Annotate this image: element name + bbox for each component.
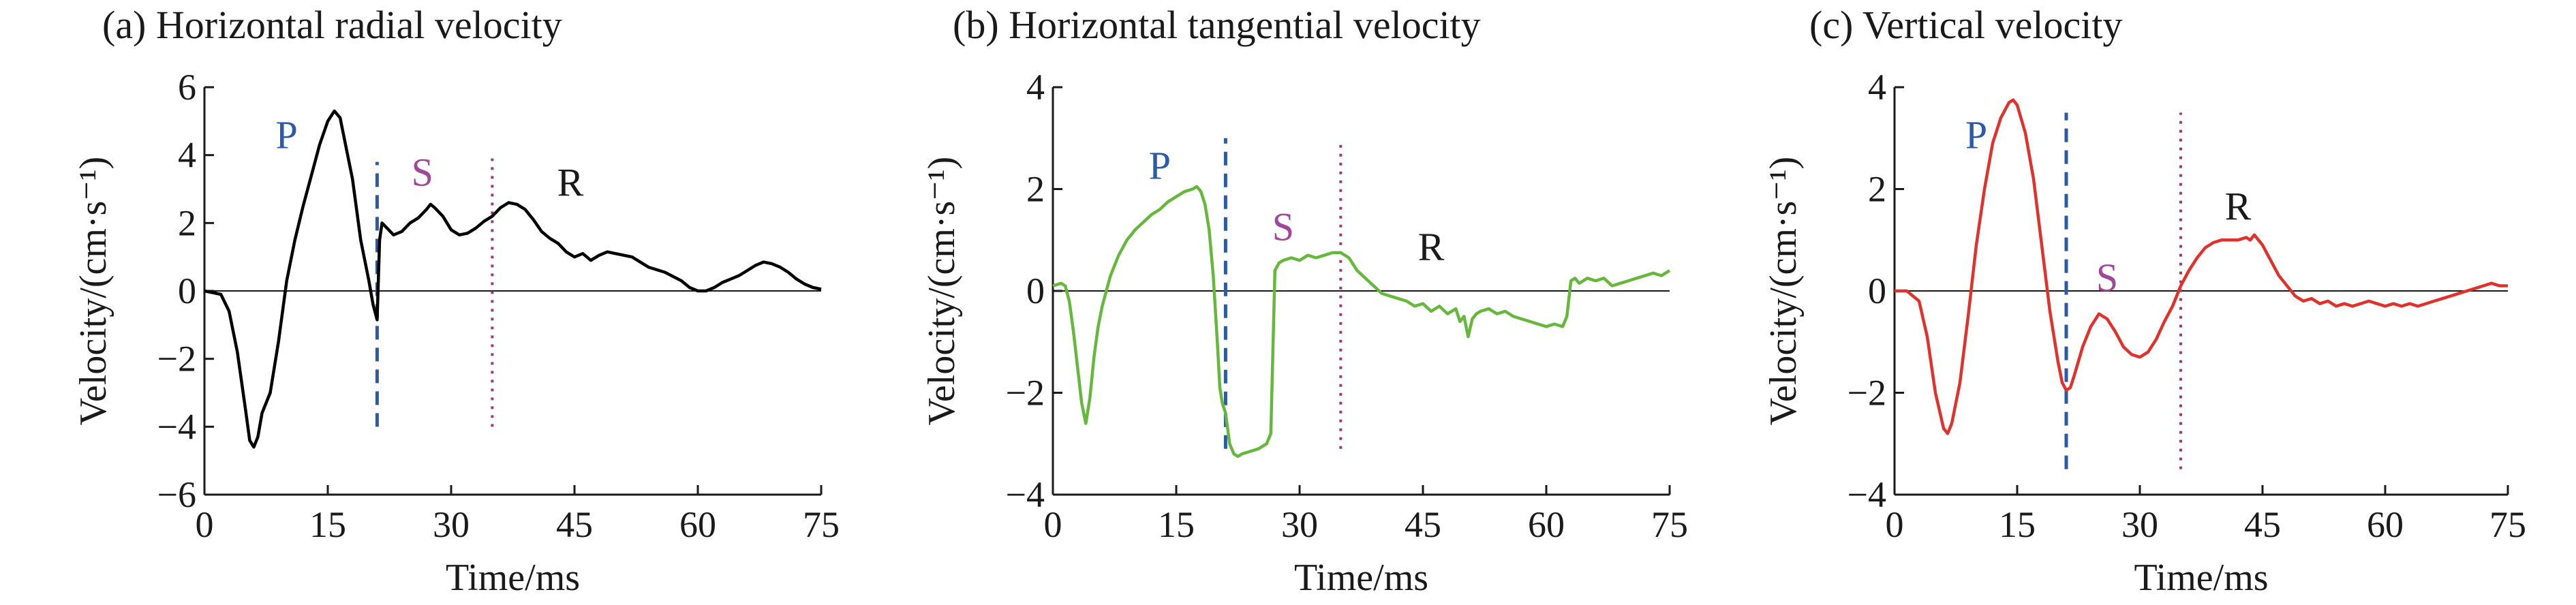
y-tick-label: 2 — [1026, 169, 1045, 210]
y-tick-label: 6 — [178, 67, 196, 108]
wave-label-s: S — [1272, 204, 1294, 249]
x-tick-label: 45 — [556, 504, 593, 545]
x-axis-label: Time/ms — [2134, 557, 2268, 599]
chart-panel-2: (b) Horizontal tangential velocity −4 −2 0 2… — [921, 3, 1688, 599]
y-tick-label: −4 — [157, 406, 196, 447]
x-tick-label: 30 — [433, 504, 470, 545]
y-tick-label: −2 — [1006, 373, 1045, 414]
wave-label-r: R — [2225, 184, 2252, 228]
chart-panel-1: (a) Horizontal radial velocity −6 −4 −2 0 2 4 6… — [72, 3, 840, 599]
y-tick-label: −2 — [1847, 373, 1886, 414]
x-tick-label: 75 — [2489, 504, 2526, 545]
y-axis-label: Velocity/(cm·s⁻¹) — [1762, 157, 1805, 426]
y-tick-label: 2 — [178, 202, 196, 243]
y-axis-label: Velocity/(cm·s⁻¹) — [72, 157, 114, 426]
velocity-series-line — [1895, 98, 2508, 435]
y-tick-label: −2 — [157, 339, 196, 379]
x-tick-label: 45 — [2244, 504, 2281, 545]
chart-title: (c) Vertical velocity — [1809, 3, 2123, 47]
x-tick-label: 0 — [1886, 504, 1904, 545]
wave-label-s: S — [412, 151, 433, 195]
x-tick-label: 15 — [1158, 504, 1195, 545]
x-tick-label: 30 — [1281, 504, 1318, 545]
x-tick-label: 75 — [1651, 504, 1688, 545]
velocity-series-line — [1052, 185, 1671, 459]
chart-title: (b) Horizontal tangential velocity — [953, 3, 1481, 47]
x-tick-label: 0 — [1044, 504, 1062, 545]
x-tick-label: 60 — [2367, 504, 2404, 545]
x-tick-label: 0 — [196, 504, 214, 545]
chart-panel-3: (c) Vertical velocity −4 −2 0 2 4 0 15 30 45 60 75 T… — [1762, 3, 2526, 599]
y-tick-label: 4 — [1868, 67, 1886, 108]
x-tick-label: 15 — [1999, 504, 2036, 545]
wave-label-p: P — [1965, 113, 1987, 157]
y-tick-label: 0 — [178, 270, 196, 311]
x-tick-label: 15 — [309, 504, 346, 545]
x-tick-label: 75 — [803, 504, 840, 545]
wave-label-p: P — [1149, 144, 1171, 188]
x-tick-label: 60 — [679, 504, 716, 545]
chart-title: (a) Horizontal radial velocity — [102, 3, 562, 47]
y-axis-label: Velocity/(cm·s⁻¹) — [921, 157, 963, 426]
velocity-series-line — [204, 109, 822, 449]
y-tick-label: 4 — [178, 135, 196, 176]
wave-label-r: R — [1418, 225, 1445, 269]
y-tick-label: 2 — [1868, 169, 1886, 210]
y-tick-label: −6 — [157, 474, 196, 515]
x-tick-label: 45 — [1405, 504, 1441, 545]
wave-label-s: S — [2096, 255, 2118, 300]
y-tick-label: −4 — [1006, 474, 1045, 515]
y-tick-label: 0 — [1026, 270, 1045, 311]
x-axis-label: Time/ms — [446, 557, 580, 599]
y-tick-label: 0 — [1868, 270, 1886, 311]
x-tick-label: 60 — [1528, 504, 1565, 545]
x-tick-label: 30 — [2121, 504, 2158, 545]
wave-label-p: P — [276, 113, 298, 157]
wave-label-r: R — [557, 160, 584, 204]
y-tick-label: 4 — [1026, 67, 1045, 108]
x-axis-label: Time/ms — [1294, 557, 1428, 599]
y-tick-label: −4 — [1847, 474, 1886, 515]
